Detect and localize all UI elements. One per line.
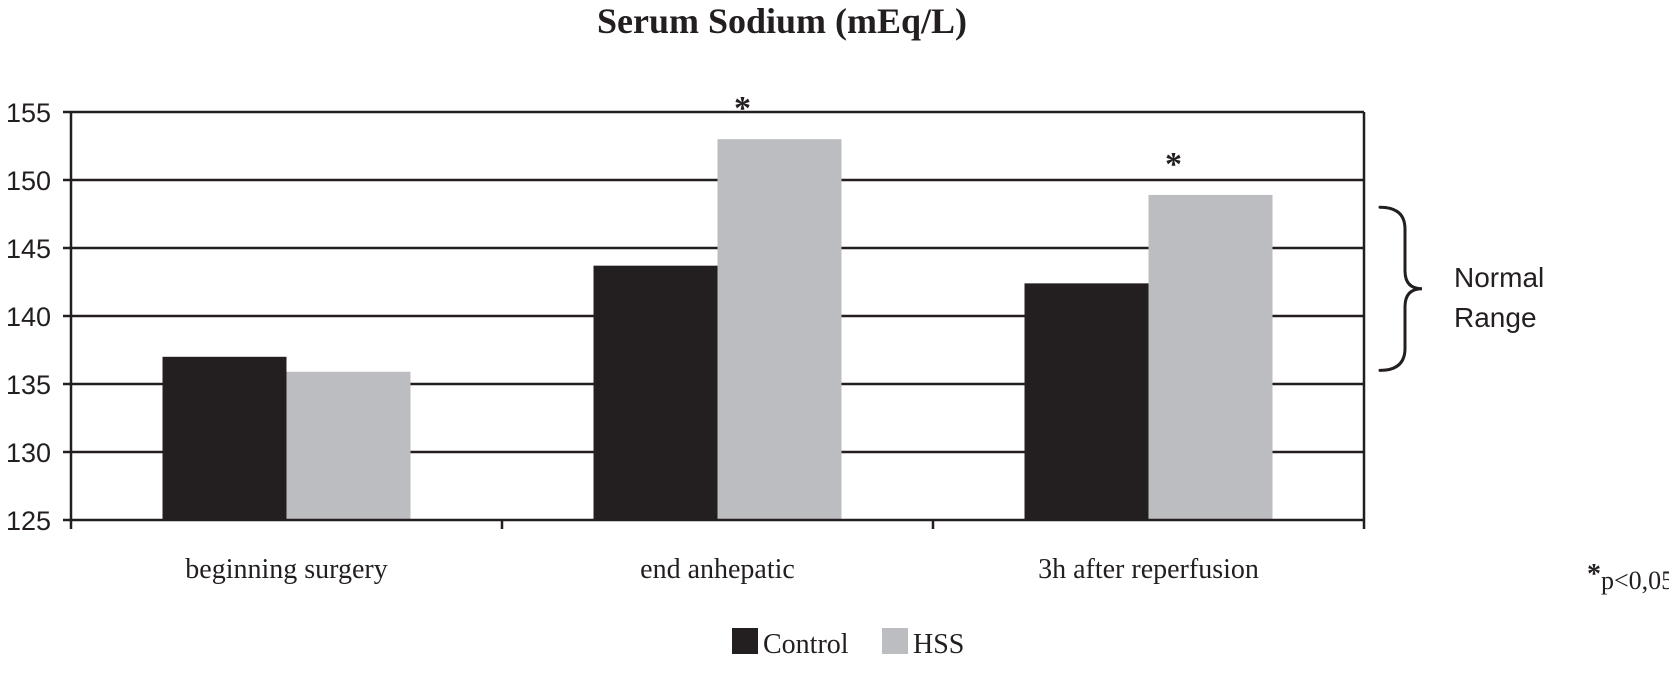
y-tick-label: 125 [6, 506, 51, 536]
significance-markers: ** [734, 90, 1182, 183]
y-tick-label: 145 [6, 234, 51, 264]
y-tick-label: 130 [6, 438, 51, 468]
y-tick-label: 140 [6, 302, 51, 332]
x-tick-label: beginning surgery [185, 554, 387, 585]
significance-marker: * [734, 90, 751, 127]
footnote-text: p<0,05 [1601, 566, 1669, 595]
normal-range-label-line-2: Range [1454, 302, 1537, 333]
legend-swatch-hss [882, 628, 908, 654]
bars [162, 139, 1273, 520]
y-tick-label: 155 [6, 98, 51, 128]
chart-title: Serum Sodium (mEq/L) [597, 1, 967, 41]
x-tick-label: end anhepatic [640, 554, 795, 585]
bar-control-3 [1024, 283, 1149, 520]
y-tick-label: 135 [6, 370, 51, 400]
bar-control-1 [162, 356, 287, 520]
x-tick-label: 3h after reperfusion [1038, 554, 1259, 585]
normal-range-brace [1378, 205, 1423, 372]
axes [63, 110, 1366, 529]
footnote: * p<0,05 [1587, 559, 1669, 595]
normal-range-annotation: Normal Range [1378, 205, 1544, 372]
bar-hss-1 [286, 371, 411, 520]
legend: Control HSS [732, 628, 964, 660]
normal-range-label-line-1: Normal [1454, 262, 1544, 293]
legend-swatch-control [732, 628, 758, 654]
bar-control-2 [593, 265, 718, 520]
bar-hss-3 [1148, 194, 1273, 520]
significance-marker: * [1165, 146, 1182, 183]
x-tick-labels: beginning surgery end anhepatic 3h after r… [185, 554, 1259, 585]
legend-label-hss: HSS [913, 629, 964, 660]
bar-hss-2 [717, 139, 842, 520]
y-tick-label: 150 [6, 166, 51, 196]
footnote-symbol: * [1587, 559, 1601, 590]
y-tick-labels: 125 130 135 140 145 150 155 [6, 98, 51, 536]
legend-label-control: Control [763, 629, 849, 660]
